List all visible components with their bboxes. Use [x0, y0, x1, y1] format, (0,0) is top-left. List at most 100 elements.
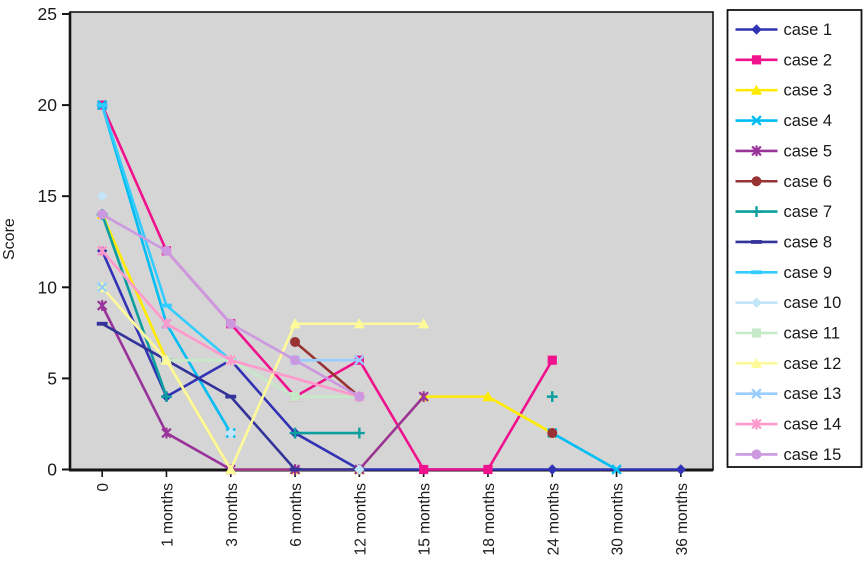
legend-item-case-11: case 11	[735, 325, 841, 343]
legend-item-case-14: case 14	[735, 416, 842, 434]
legend-item-case-13: case 13	[735, 385, 842, 403]
data-point	[419, 464, 429, 475]
legend-sample-marker	[751, 55, 762, 65]
data-point	[96, 103, 108, 107]
data-point	[97, 209, 108, 220]
series-line	[101, 286, 424, 473]
legend-item-case-10: case 10	[735, 294, 841, 312]
legend-item-case-4: case 4	[735, 112, 832, 130]
legend-label: case 9	[784, 264, 833, 282]
legend-label: case 3	[784, 82, 833, 100]
x-tick-label: 30 months	[610, 483, 627, 556]
data-point	[418, 318, 430, 329]
series-line	[100, 213, 168, 398]
data-point	[225, 394, 237, 399]
data-point	[160, 354, 173, 365]
legend-item-case-7: case 7	[735, 203, 833, 221]
legend-label: case 15	[784, 446, 842, 464]
data-point	[96, 300, 108, 311]
series-case-7	[96, 209, 558, 439]
data-point	[547, 355, 557, 365]
legend-item-case-8: case 8	[735, 233, 833, 251]
legend-item-case-6: case 6	[735, 173, 833, 191]
data-point	[289, 318, 301, 329]
data-point	[161, 245, 172, 256]
legend-label: case 2	[784, 51, 833, 69]
y-tick-label: 5	[47, 368, 57, 388]
legend-sample-marker	[751, 206, 762, 217]
data-point	[353, 318, 365, 329]
legend-sample-marker	[751, 328, 762, 338]
data-point	[483, 464, 493, 475]
series-line	[100, 304, 425, 471]
legend-item-case-12: case 12	[735, 355, 841, 373]
legend-sample-marker	[751, 449, 762, 460]
data-point	[547, 464, 558, 475]
legend-label: case 13	[784, 385, 842, 403]
legend-sample-marker	[750, 357, 763, 368]
series-line	[101, 249, 360, 398]
legend-item-case-9: case 9	[735, 264, 833, 282]
x-tick-label: 12 months	[352, 483, 369, 556]
y-tick-label: 15	[38, 186, 57, 206]
x-tick-label: 6 months	[288, 483, 305, 547]
legend: case 1 case 2 case 3 case 4 case 5 case 6 case…	[726, 9, 863, 468]
y-tick-label: 0	[47, 460, 57, 480]
x-tick-label: 0	[95, 483, 112, 492]
data-point	[289, 467, 301, 472]
legend-item-case-2: case 2	[735, 51, 833, 69]
legend-label: case 6	[784, 173, 833, 191]
legend-label: case 11	[784, 325, 841, 343]
legend-box	[726, 9, 863, 468]
data-point	[96, 321, 108, 326]
legend-sample-marker	[751, 24, 762, 35]
series-case-15	[97, 209, 365, 402]
legend-sample-marker	[751, 270, 762, 275]
data-point	[161, 303, 172, 308]
series-line	[294, 340, 361, 398]
legend-label: case 1	[784, 21, 833, 39]
data-point	[354, 464, 365, 475]
legend-item-case-1: case 1	[735, 21, 833, 39]
x-tick-label: 1 months	[159, 483, 176, 547]
data-point	[96, 191, 108, 202]
legend-label: case 14	[784, 416, 842, 434]
data-point	[675, 464, 687, 475]
legend-sample-marker	[750, 84, 763, 95]
data-point	[353, 427, 365, 439]
y-tick-label: 10	[38, 277, 58, 297]
legend-item-case-3: case 3	[735, 82, 833, 100]
legend-item-case-5: case 5	[735, 142, 832, 160]
data-point	[289, 427, 301, 439]
legend-sample-marker	[751, 418, 762, 430]
data-point	[161, 427, 172, 439]
series-line	[551, 431, 618, 471]
data-point	[225, 354, 236, 366]
data-point	[546, 391, 558, 403]
x-tick-label: 24 months	[545, 483, 562, 556]
data-point	[547, 428, 558, 439]
data-point	[354, 354, 365, 366]
data-point	[290, 336, 301, 347]
data-point	[354, 391, 365, 402]
y-tick-label: 25	[38, 4, 57, 24]
legend-sample-marker	[751, 297, 762, 308]
x-tick-label: 18 months	[481, 483, 498, 556]
data-point	[225, 427, 236, 439]
data-point	[482, 391, 494, 402]
legend-label: case 7	[784, 203, 833, 221]
x-tick-label: 3 months	[224, 483, 241, 547]
legend-sample-marker	[751, 240, 762, 244]
data-point	[161, 318, 172, 330]
data-point	[96, 282, 108, 293]
legend-sample-marker	[751, 176, 762, 187]
x-tick-label: 36 months	[674, 483, 691, 556]
legend-item-case-15: case 15	[735, 446, 842, 464]
legend-sample-marker	[751, 115, 762, 126]
data-point	[225, 318, 236, 329]
data-point	[161, 391, 172, 403]
legend-label: case 8	[784, 233, 833, 251]
series-case-10	[96, 191, 365, 475]
data-point	[290, 355, 301, 366]
